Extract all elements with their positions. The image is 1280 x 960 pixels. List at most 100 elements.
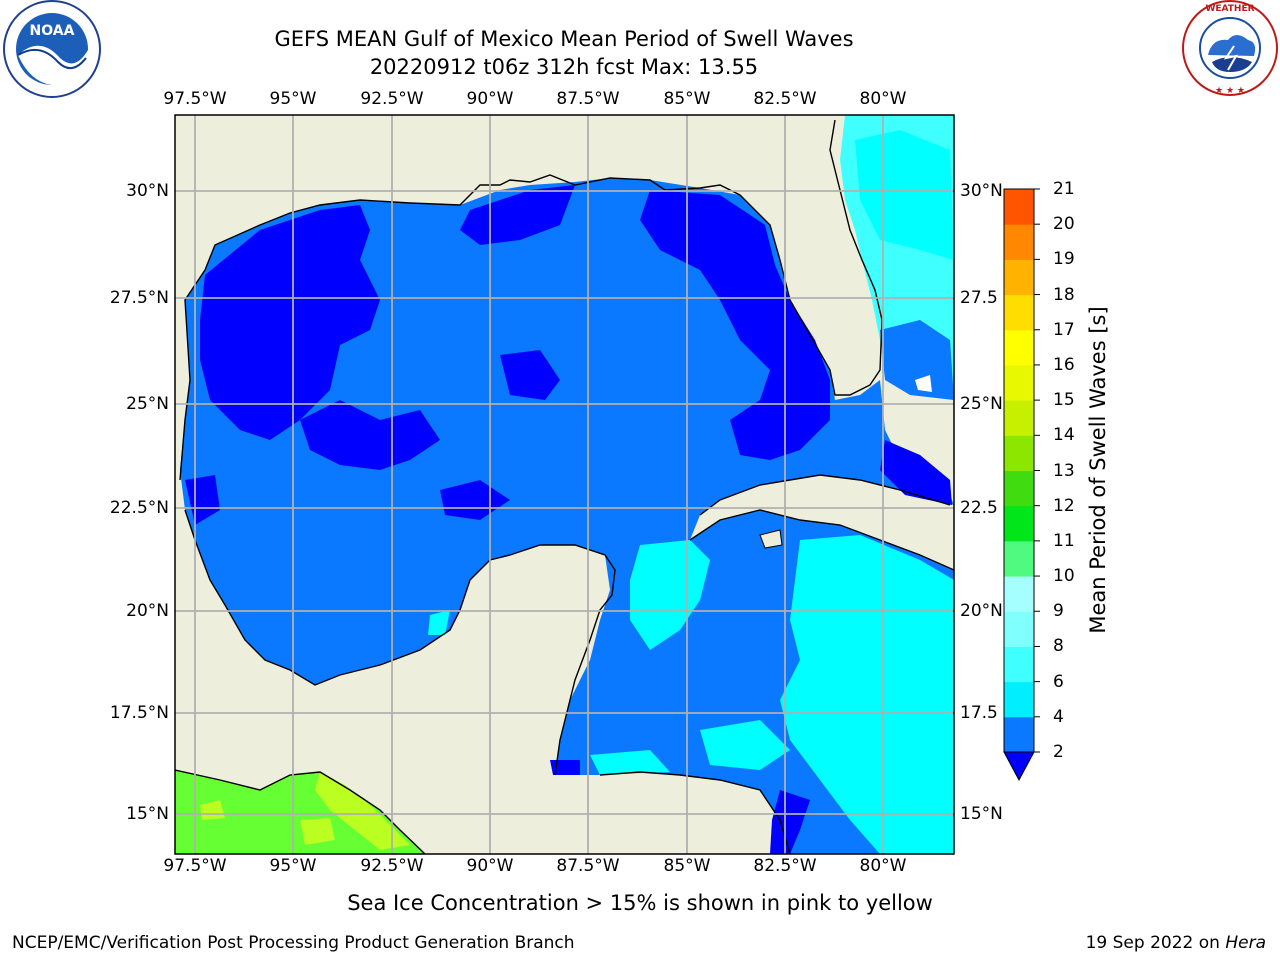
contour-under-2s xyxy=(770,790,810,854)
sea-ice-note: Sea Ice Concentration > 15% is shown in … xyxy=(347,891,933,915)
colorbar-label: Mean Period of Swell Waves [s] xyxy=(1086,306,1110,634)
lon-label-top: 87.5°W xyxy=(556,89,620,109)
colorbar-segment xyxy=(1004,505,1034,542)
colorbar-segment xyxy=(1004,329,1034,366)
colorbar-tick-label: 15 xyxy=(1053,390,1075,411)
graticule xyxy=(175,115,954,854)
island xyxy=(759,529,783,549)
contour-under-2s xyxy=(460,185,575,245)
colorbar-segment xyxy=(1004,576,1034,612)
lon-label-top: 85°W xyxy=(663,89,711,109)
lon-label-bottom: 90°W xyxy=(466,856,514,876)
lon-label-bottom: 87.5°W xyxy=(556,856,620,876)
colorbar-segment xyxy=(1004,435,1034,471)
lon-label-top: 97.5°W xyxy=(163,89,227,109)
lon-label-top: 95°W xyxy=(269,89,317,109)
colorbar-tick-label: 14 xyxy=(1053,425,1075,446)
colorbar-segment xyxy=(1004,681,1034,718)
contour-12-13s xyxy=(200,800,225,820)
contour-4-6s xyxy=(428,610,450,635)
colorbar-tick-label: 21 xyxy=(1053,179,1075,199)
colorbar-segment xyxy=(1004,224,1034,260)
lat-label-left: 20°N xyxy=(126,601,169,621)
lon-label-bottom: 95°W xyxy=(269,856,317,876)
contour-4-6s xyxy=(780,535,954,854)
colorbar-segment xyxy=(1004,189,1034,225)
colorbar-tick-label: 16 xyxy=(1053,354,1075,375)
colorbar-tick-label: 6 xyxy=(1053,671,1064,692)
colorbar-tick-label: 4 xyxy=(1053,706,1064,727)
colorbar-tick-label: 12 xyxy=(1053,495,1075,516)
colorbar xyxy=(1004,188,1040,753)
colorbar-segment xyxy=(1004,646,1034,683)
colorbar-tick-label: 9 xyxy=(1053,601,1064,622)
footer-machine: Hera xyxy=(1225,933,1266,953)
colorbar-segment xyxy=(1004,716,1034,753)
colorbar-tick-label: 2 xyxy=(1053,742,1064,762)
colorbar-tick-label: 18 xyxy=(1053,284,1075,305)
colorbar-segment xyxy=(1004,294,1034,331)
lon-label-bottom: 92.5°W xyxy=(360,856,424,876)
colorbar-tick-label: 17 xyxy=(1053,319,1075,340)
contour-12-13s xyxy=(315,772,410,850)
nws-logo: WEATHER ★ ★ ★ xyxy=(1182,0,1278,96)
lat-label-left: 30°N xyxy=(126,181,169,201)
lon-label-top: 82.5°W xyxy=(753,89,817,109)
colorbar-segment xyxy=(1004,470,1034,507)
lon-label-bottom: 80°W xyxy=(859,856,907,876)
footer-credit: NCEP/EMC/Verification Post Processing Pr… xyxy=(12,933,575,953)
lat-label-left: 22.5°N xyxy=(109,498,169,518)
lat-label-left: 25°N xyxy=(126,394,169,414)
contour-4-6s xyxy=(700,720,790,770)
lat-label-left: 15°N xyxy=(126,804,169,824)
chart-title: GEFS MEAN Gulf of Mexico Mean Period of … xyxy=(274,27,854,51)
colorbar-tick-label: 11 xyxy=(1053,530,1075,551)
contour-under-2s xyxy=(550,760,580,775)
lon-label-top: 92.5°W xyxy=(360,89,424,109)
colorbar-tick-label: 8 xyxy=(1053,636,1064,657)
lat-label-left: 17.5°N xyxy=(109,703,169,723)
contour-4-6s xyxy=(630,540,710,650)
colorbar-segment xyxy=(1004,259,1034,296)
chart-subtitle: 20220912 t06z 312h fcst Max: 13.55 xyxy=(369,55,759,79)
coastlines xyxy=(175,119,954,854)
lon-label-bottom: 82.5°W xyxy=(753,856,817,876)
colorbar-tick-label: 20 xyxy=(1053,214,1075,235)
colorbar-tick-label: 19 xyxy=(1053,249,1075,270)
colorbar-segment xyxy=(1004,364,1034,401)
contour-under-2s xyxy=(440,480,510,520)
contour-4-6s xyxy=(590,750,670,775)
map-frame xyxy=(174,114,955,855)
colorbar-tick-label: 10 xyxy=(1053,566,1075,587)
noaa-logo: NOAA xyxy=(3,0,101,98)
svg-text:WEATHER: WEATHER xyxy=(1205,4,1254,14)
island xyxy=(915,375,932,392)
lat-label-right: 22.5 xyxy=(960,498,998,518)
contour-12-13s xyxy=(300,818,335,845)
colorbar-under-arrow xyxy=(1003,751,1035,782)
colorbar-frame xyxy=(1003,188,1035,753)
contour-under-2s xyxy=(185,475,220,525)
lat-label-right: 15°N xyxy=(960,804,1003,824)
lat-label-right: 30°N xyxy=(960,181,1003,201)
lat-label-right: 25°N xyxy=(960,394,1003,414)
contour-4-6s xyxy=(855,130,954,260)
footer-date: 19 Sep 2022 on Hera xyxy=(1085,933,1266,953)
colorbar-segment xyxy=(1004,611,1034,647)
map-plot-area xyxy=(175,115,954,854)
colorbar-segment xyxy=(1004,540,1034,577)
lon-label-bottom: 85°W xyxy=(663,856,711,876)
svg-text:★ ★ ★: ★ ★ ★ xyxy=(1215,86,1245,96)
contour-under-2s xyxy=(200,205,380,440)
lon-label-top: 80°W xyxy=(859,89,907,109)
lat-label-right: 27.5 xyxy=(960,288,998,308)
lat-label-right: 17.5 xyxy=(960,703,998,723)
contour-under-2s xyxy=(300,400,440,470)
colorbar-tick-label: 13 xyxy=(1053,460,1075,481)
lat-label-right: 20°N xyxy=(960,601,1003,621)
svg-text:NOAA: NOAA xyxy=(30,23,75,39)
contour-under-2s xyxy=(880,440,952,505)
contour-under-2s xyxy=(500,350,560,400)
contour-2-4s xyxy=(880,320,954,400)
